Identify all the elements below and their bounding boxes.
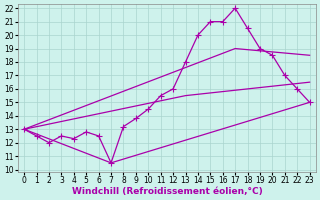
X-axis label: Windchill (Refroidissement éolien,°C): Windchill (Refroidissement éolien,°C) bbox=[72, 187, 262, 196]
